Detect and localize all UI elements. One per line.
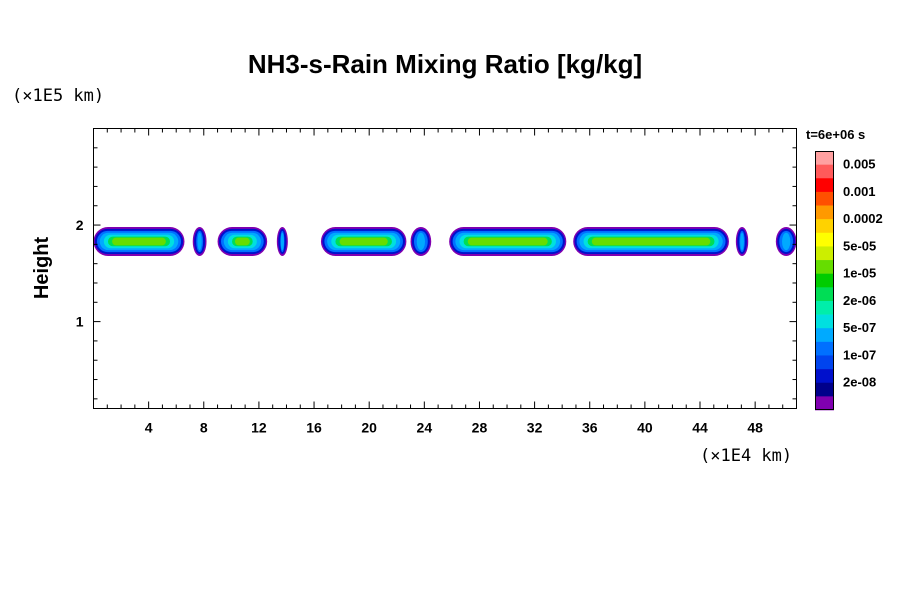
cloud-segment <box>410 226 432 256</box>
colorbar-swatch <box>815 355 834 370</box>
cloud-segment <box>217 226 268 256</box>
colorbar-swatch <box>815 260 834 274</box>
y-tick-label: 2 <box>76 217 84 233</box>
colorbar-swatch <box>815 314 834 329</box>
x-tick-label: 24 <box>417 420 433 436</box>
cloud-band <box>416 232 426 251</box>
colorbar-label: 2e-08 <box>843 375 876 390</box>
cloud-segment <box>192 226 207 256</box>
x-tick-label: 8 <box>200 420 208 436</box>
cloud-band <box>280 232 284 251</box>
plot-frame <box>93 128 797 409</box>
cloud-segment <box>93 226 185 256</box>
colorbar: 0.005 0.001 0.0002 5e-05 1e-05 2e-06 5e-07 1e-0… <box>815 151 883 411</box>
cloud-band <box>740 232 744 251</box>
colorbar-label: 5e-05 <box>843 238 876 253</box>
colorbar-swatch <box>815 341 834 356</box>
x-tick-label: 16 <box>306 420 322 436</box>
cloud-segment <box>775 226 797 256</box>
x-axis-ticks: 4 8 12 16 20 24 28 32 36 40 44 48 <box>106 128 784 436</box>
cloud-band <box>467 237 548 246</box>
time-label: t=6e+06 s <box>806 127 865 142</box>
colorbar-frame <box>815 151 834 410</box>
chart-title: NH3-s-Rain Mixing Ratio [kg/kg] <box>248 49 642 79</box>
colorbar-label: 1e-07 <box>843 347 876 362</box>
x-tick-label: 28 <box>472 420 488 436</box>
cloud-band <box>591 237 711 246</box>
cloud-segment <box>320 226 407 256</box>
x-tick-label: 44 <box>692 420 708 436</box>
colorbar-swatch <box>815 151 834 165</box>
x-tick-label: 4 <box>145 420 153 436</box>
cloud-band <box>339 237 388 246</box>
cloud-band <box>782 232 791 251</box>
x-tick-label: 12 <box>251 420 267 436</box>
y-axis-ticks: 12 <box>76 147 797 400</box>
x-axis-unit: (×1E4 km) <box>700 446 792 466</box>
colorbar-swatch <box>815 246 834 261</box>
colorbar-swatch <box>815 328 834 343</box>
cloud-band <box>197 232 202 251</box>
y-axis-label: Height <box>31 237 53 300</box>
y-tick-label: 1 <box>76 314 84 330</box>
cloud-segment <box>276 226 288 256</box>
colorbar-label: 0.0002 <box>843 211 883 226</box>
colorbar-swatch <box>815 205 834 220</box>
colorbar-label: 5e-07 <box>843 320 876 335</box>
colorbar-label: 1e-05 <box>843 266 876 281</box>
x-tick-label: 20 <box>361 420 377 436</box>
x-tick-label: 40 <box>637 420 653 436</box>
colorbar-label: 0.005 <box>843 157 876 172</box>
colorbar-swatch <box>815 382 834 397</box>
colorbar-swatch <box>815 232 834 247</box>
colorbar-label: 0.001 <box>843 184 876 199</box>
cloud-segment <box>449 226 567 256</box>
colorbar-swatch <box>815 300 834 315</box>
colorbar-swatch <box>815 191 834 206</box>
cloud-field <box>93 226 797 256</box>
colorbar-swatch <box>815 273 834 288</box>
x-tick-label: 36 <box>582 420 598 436</box>
x-tick-label: 32 <box>527 420 543 436</box>
colorbar-swatch <box>815 178 834 193</box>
cloud-segment <box>573 226 729 256</box>
colorbar-swatch <box>815 219 834 234</box>
colorbar-label: 2e-06 <box>843 293 876 308</box>
cloud-segment <box>735 226 749 256</box>
colorbar-swatch <box>815 287 834 302</box>
cloud-band <box>112 237 166 246</box>
colorbar-swatch <box>815 396 834 411</box>
colorbar-swatch <box>815 164 834 179</box>
y-axis-unit: (×1E5 km) <box>12 86 104 106</box>
colorbar-swatch <box>815 369 834 384</box>
cloud-band <box>234 237 250 246</box>
x-tick-label: 48 <box>747 420 763 436</box>
